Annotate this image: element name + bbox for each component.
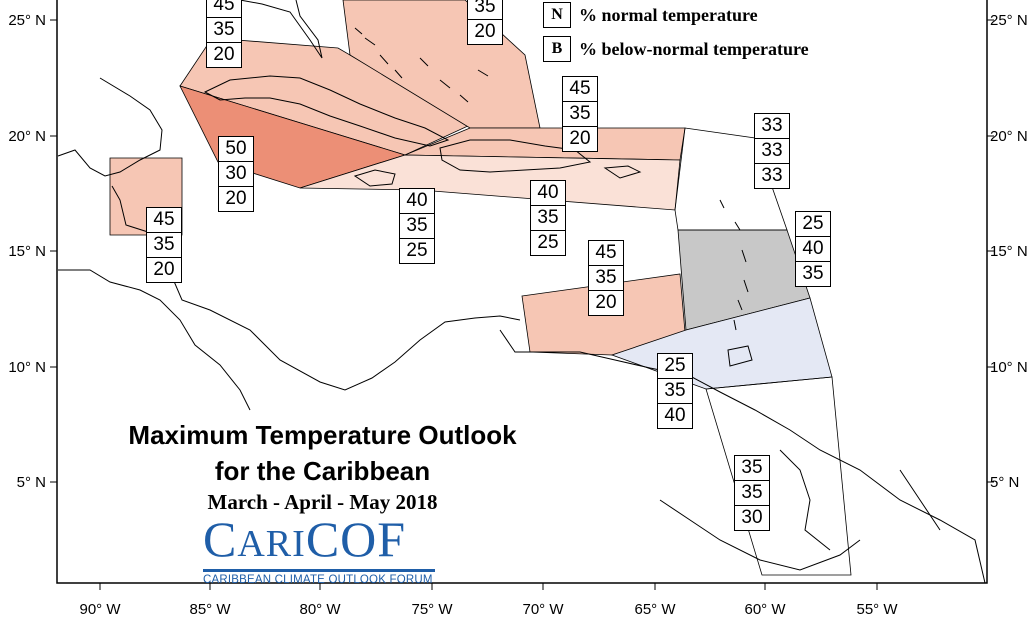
x-tick-80w: 80° W <box>299 601 341 618</box>
prob-normal: 35 <box>563 101 597 126</box>
x-tick-70w: 70° W <box>522 601 564 618</box>
prob-box-bahamas-north: 45 35 20 <box>206 0 242 68</box>
prob-box-hispaniola-north: 45 35 20 <box>562 76 598 152</box>
prob-normal: 30 <box>219 161 253 186</box>
legend-key-below: B <box>543 36 571 62</box>
x-tick-labels: 90° W 85° W 80° W 75° W 70° W 65° W 60° … <box>79 601 898 618</box>
coastlines <box>57 0 986 584</box>
prob-below: 25 <box>400 238 434 263</box>
prob-normal: 35 <box>400 213 434 238</box>
prob-normal: 40 <box>796 236 830 261</box>
x-tick-55w: 55° W <box>856 601 898 618</box>
prob-box-windward-islands: 25 40 35 <box>795 211 831 287</box>
y-tick-20n-left: 20° N <box>8 128 46 145</box>
map-title-line2: for the Caribbean <box>214 456 431 486</box>
prob-above: 25 <box>802 213 824 234</box>
trinidad-coast <box>727 345 753 367</box>
y-tick-15n-left: 15° N <box>8 243 46 260</box>
prob-box-guianas: 35 35 30 <box>734 455 770 531</box>
x-tick-75w: 75° W <box>411 601 453 618</box>
prob-box-hispaniola-south: 40 35 25 <box>530 180 566 256</box>
south-america-coast <box>499 329 986 584</box>
y-tick-10n-left: 10° N <box>8 359 46 376</box>
prob-below: 30 <box>735 505 769 530</box>
prob-above: 50 <box>225 138 247 159</box>
puerto-rico-coast <box>603 165 642 179</box>
x-tick-60w: 60° W <box>744 601 786 618</box>
prob-above: 25 <box>664 355 686 376</box>
prob-above: 45 <box>595 242 617 263</box>
prob-normal: 35 <box>735 480 769 505</box>
y-tick-20n-right: 20° N <box>990 128 1028 145</box>
florida-coast <box>239 0 323 59</box>
prob-below: 25 <box>531 230 565 255</box>
prob-above: 45 <box>569 78 591 99</box>
x-tick-90w: 90° W <box>79 601 121 618</box>
mexico-yucatan-coast <box>57 77 163 177</box>
prob-box-northern-leewards: 33 33 33 <box>754 113 790 189</box>
y-tick-25n-left: 25° N <box>8 12 46 29</box>
central-america-coast <box>58 239 521 411</box>
prob-box-trinidad: 25 35 40 <box>657 353 693 429</box>
map-period: March - April - May 2018 <box>207 490 438 514</box>
legend-normal: N % normal temperature <box>543 2 758 28</box>
y-tick-labels-left: 25° N 20° N 15° N 10° N 5° N <box>8 12 46 491</box>
prob-below: 20 <box>563 126 597 151</box>
x-tick-85w: 85° W <box>189 601 231 618</box>
prob-box-bahamas-east: 35 20 <box>467 0 503 45</box>
prob-above: 35 <box>741 457 763 478</box>
y-tick-labels-right: 25° N 20° N 15° N 10° N 5° N <box>990 12 1028 491</box>
prob-box-abc-islands: 45 35 20 <box>588 240 624 316</box>
prob-above: 40 <box>537 182 559 203</box>
prob-below: 20 <box>589 290 623 315</box>
zone-northern-leewards <box>674 127 788 231</box>
belize-coast <box>111 185 149 233</box>
prob-below: 20 <box>147 257 181 282</box>
prob-box-belize: 45 35 20 <box>146 207 182 283</box>
prob-above: 45 <box>213 0 235 15</box>
y-tick-15n-right: 15° N <box>990 243 1028 260</box>
prob-normal: 35 <box>207 17 241 42</box>
y-tick-5n-left: 5° N <box>17 474 46 491</box>
prob-below: 40 <box>658 403 692 428</box>
prob-box-cuba-west: 50 30 20 <box>218 136 254 212</box>
prob-above: 33 <box>761 115 783 136</box>
cuba-coast <box>203 75 450 147</box>
prob-normal: 35 <box>658 378 692 403</box>
legend-label-below: % below-normal temperature <box>579 38 809 59</box>
prob-normal: 35 <box>531 205 565 230</box>
bahamas-islands <box>354 27 489 103</box>
prob-below: 20 <box>219 186 253 211</box>
x-tick-65w: 65° W <box>634 601 676 618</box>
caricof-logo-text: CARICOF <box>203 514 435 572</box>
legend-label-normal: % normal temperature <box>579 4 758 25</box>
caricof-logo: CARICOF CARIBBEAN CLIMATE OUTLOOK FORUM <box>203 514 435 586</box>
prob-above: 40 <box>406 190 428 211</box>
legend-key-normal: N <box>543 2 571 28</box>
ticks <box>50 19 994 590</box>
y-tick-5n-right: 5° N <box>990 474 1019 491</box>
prob-normal: 35 <box>589 265 623 290</box>
prob-above: 45 <box>153 209 175 230</box>
prob-normal: 35 <box>474 0 496 17</box>
y-tick-10n-right: 10° N <box>990 359 1028 376</box>
legend-below: B % below-normal temperature <box>543 36 809 62</box>
lesser-antilles <box>719 199 749 331</box>
prob-box-jamaica: 40 35 25 <box>399 188 435 264</box>
caricof-logo-tagline: CARIBBEAN CLIMATE OUTLOOK FORUM <box>203 574 433 586</box>
hispaniola-coast <box>439 139 592 173</box>
prob-normal: 35 <box>147 232 181 257</box>
prob-below: 20 <box>468 19 502 44</box>
map-title-line1: Maximum Temperature Outlook <box>128 420 517 450</box>
south-america-interior <box>659 449 941 571</box>
prob-normal: 33 <box>755 138 789 163</box>
y-tick-25n-right: 25° N <box>990 12 1028 29</box>
jamaica-coast <box>353 169 396 187</box>
prob-below: 33 <box>755 163 789 188</box>
prob-below: 20 <box>207 42 241 67</box>
prob-below: 35 <box>796 261 830 286</box>
